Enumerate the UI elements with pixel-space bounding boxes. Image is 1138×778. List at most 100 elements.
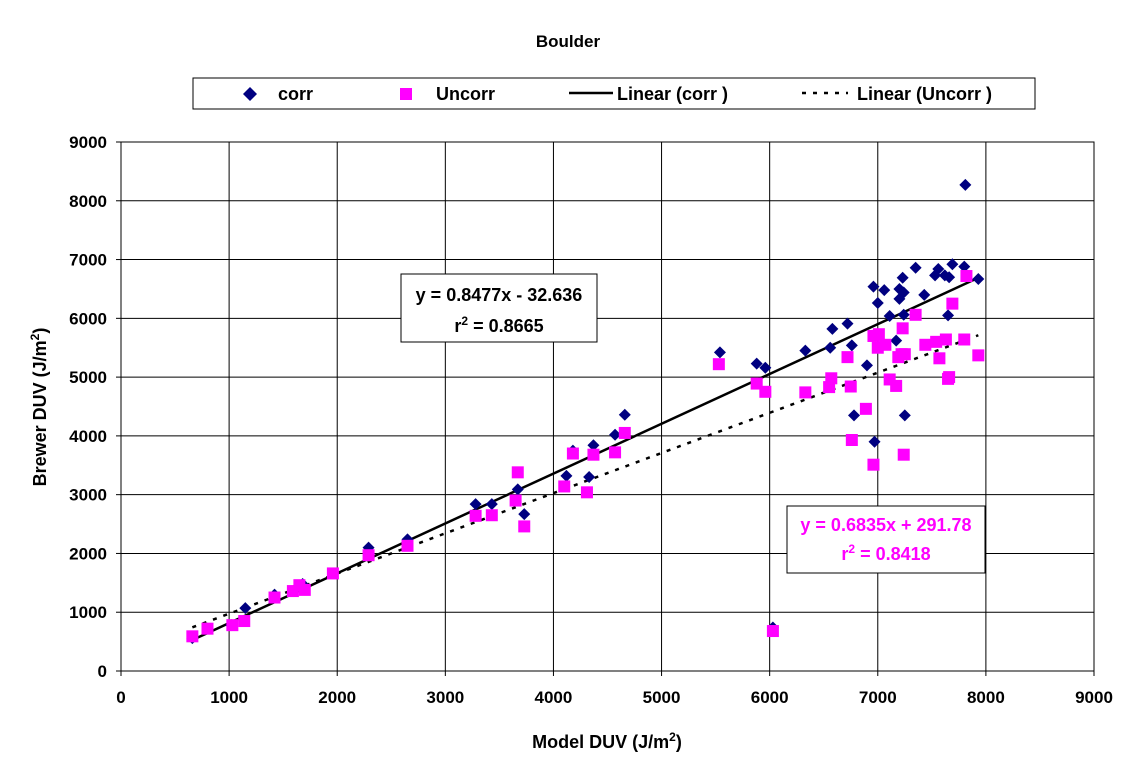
point-uncorr [958,333,971,346]
point-corr [897,286,910,299]
point-corr [932,262,945,275]
equation-box-uncorr: y = 0.6835x + 291.78 r2 = 0.8418 [786,505,986,574]
y-tick-label: 9000 [69,133,107,152]
point-uncorr [960,270,973,283]
point-uncorr [841,351,854,364]
x-axis-ticks: 0 1000 2000 3000 4000 5000 6000 7000 8000 9000 [116,671,1113,707]
point-uncorr [401,539,414,552]
point-corr [560,469,573,482]
point-uncorr [609,446,622,459]
point-uncorr [587,448,600,461]
x-tick-label: 1000 [210,688,248,707]
point-uncorr [618,426,631,439]
point-uncorr [469,509,482,522]
data-points [186,178,985,645]
x-tick-label: 9000 [1075,688,1113,707]
point-corr [847,409,860,422]
point-corr [897,308,910,321]
trendline-corr [191,276,979,642]
point-corr [239,602,252,615]
y-tick-label: 5000 [69,368,107,387]
point-uncorr [909,308,922,321]
x-tick-label: 2000 [318,688,356,707]
point-uncorr [326,567,339,580]
point-uncorr [509,494,522,507]
point-corr [883,309,896,322]
chart-title: Boulder [536,32,601,51]
point-uncorr [943,371,956,384]
point-corr [618,408,631,421]
point-uncorr [759,385,772,398]
gridlines [121,142,1094,671]
point-uncorr [238,615,251,628]
point-corr [898,409,911,422]
point-corr [511,483,524,496]
point-corr [826,322,839,335]
equation-uncorr: y = 0.6835x + 291.78 [800,515,971,535]
point-corr [909,261,922,274]
point-uncorr [879,338,892,351]
point-corr [845,339,858,352]
point-corr [587,439,600,452]
point-corr [583,471,596,484]
x-tick-label: 4000 [535,688,573,707]
point-uncorr [844,380,857,393]
point-corr [713,346,726,359]
y-tick-label: 2000 [69,544,107,563]
x-tick-label: 5000 [643,688,681,707]
equation-box-uncorr-frame [786,505,986,574]
point-uncorr [859,402,872,415]
point-uncorr [933,352,946,365]
point-corr [943,271,956,284]
point-uncorr [226,619,239,632]
point-uncorr [897,448,910,461]
y-tick-label: 1000 [69,603,107,622]
equation-corr: y = 0.8477x - 32.636 [416,285,583,305]
point-uncorr [712,358,725,371]
point-uncorr [890,379,903,392]
point-corr [972,272,985,285]
legend-marker-uncorr [400,88,412,100]
point-uncorr [872,328,885,341]
trendlines [191,276,979,642]
legend-box [192,77,1036,110]
point-uncorr [186,630,199,643]
point-corr [485,498,498,511]
point-corr [759,361,772,374]
y-tick-label: 6000 [69,309,107,328]
x-tick-label: 3000 [426,688,464,707]
point-corr [871,297,884,310]
point-uncorr [898,348,911,361]
point-uncorr [946,297,959,310]
point-corr [959,178,972,191]
point-uncorr [930,335,943,348]
point-corr [824,341,837,354]
r-squared-corr: r2 = 0.8665 [454,314,543,336]
point-corr [518,508,531,521]
point-uncorr [201,622,214,635]
point-uncorr [766,625,779,638]
y-tick-label: 3000 [69,486,107,505]
legend-label-corr: corr [278,84,313,104]
point-uncorr [511,466,524,479]
point-uncorr [867,458,880,471]
point-corr [867,280,880,293]
point-corr [860,359,873,372]
point-uncorr [558,480,571,493]
point-uncorr [939,333,952,346]
x-tick-label: 7000 [859,688,897,707]
x-tick-label: 0 [116,688,125,707]
point-uncorr [972,349,985,362]
y-axis-title: Brewer DUV (J/m2) [28,328,50,487]
point-uncorr [268,591,281,604]
point-corr [890,334,903,347]
point-corr [942,309,955,322]
equation-box-corr: y = 0.8477x - 32.636 r2 = 0.8665 [400,273,598,343]
y-tick-label: 4000 [69,427,107,446]
point-uncorr [580,486,593,499]
plot-area [120,141,1095,672]
point-corr [896,271,909,284]
point-corr [918,288,931,301]
y-tick-label: 0 [98,662,107,681]
